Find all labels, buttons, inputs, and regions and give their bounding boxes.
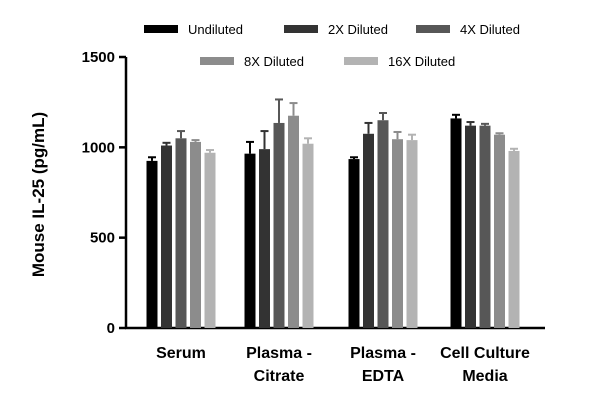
y-tick-label: 500 <box>90 230 115 247</box>
legend-swatch <box>284 25 318 33</box>
bar <box>204 152 216 328</box>
bar <box>450 118 462 328</box>
legend-swatch <box>200 57 234 65</box>
x-category-labels: Serum Plasma -Citrate Plasma -EDTA Cell Cul… <box>156 345 530 385</box>
bar <box>465 125 476 328</box>
bar <box>244 153 256 328</box>
bar <box>273 122 285 329</box>
bars <box>146 115 520 329</box>
bar <box>406 140 418 328</box>
y-tick-label: 1000 <box>82 139 115 156</box>
x-category-label: Serum <box>156 345 206 362</box>
bar <box>363 133 374 328</box>
legend-label: 4X Diluted <box>460 22 520 37</box>
error-bars <box>148 98 518 161</box>
bar <box>392 139 403 328</box>
bar <box>146 160 158 328</box>
x-category-label: Plasma -EDTA <box>350 345 416 385</box>
bar <box>302 143 314 328</box>
legend: Undiluted 2X Diluted 4X Diluted 8X Diluted 1… <box>144 22 520 69</box>
bar <box>508 150 520 328</box>
y-tick-label: 1500 <box>82 49 115 66</box>
legend-label: 8X Diluted <box>244 54 304 69</box>
bar <box>161 145 172 328</box>
bar <box>494 134 505 328</box>
x-category-label: Plasma -Citrate <box>246 345 312 385</box>
legend-swatch <box>144 25 178 33</box>
y-tick-label: 0 <box>107 320 115 337</box>
bar <box>479 125 491 328</box>
bar <box>377 120 389 328</box>
bar <box>288 115 299 328</box>
bar <box>348 159 360 328</box>
legend-swatch <box>416 25 450 33</box>
legend-label: 16X Diluted <box>388 54 455 69</box>
legend-label: Undiluted <box>188 22 243 37</box>
bar <box>190 141 201 328</box>
legend-swatch <box>344 57 378 65</box>
bar <box>175 138 187 328</box>
y-ticks: 0 500 1000 1500 <box>82 49 126 337</box>
bar <box>259 149 270 328</box>
legend-label: 2X Diluted <box>328 22 388 37</box>
y-axis-label: Mouse IL-25 (pg/mL) <box>29 112 48 277</box>
x-category-label: Cell Culture Media <box>440 345 530 385</box>
